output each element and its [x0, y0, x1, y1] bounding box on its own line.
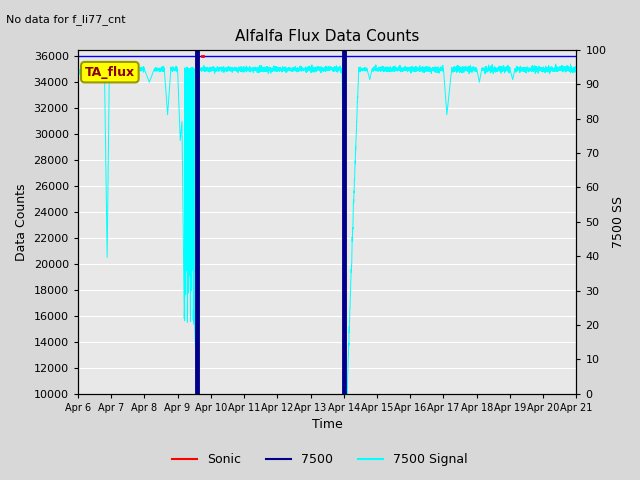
Text: No data for f_li77_cnt: No data for f_li77_cnt — [6, 14, 126, 25]
Text: TA_flux: TA_flux — [84, 66, 135, 79]
Y-axis label: 7500 SS: 7500 SS — [612, 196, 625, 248]
Title: Alfalfa Flux Data Counts: Alfalfa Flux Data Counts — [235, 29, 419, 44]
Legend: Sonic, 7500, 7500 Signal: Sonic, 7500, 7500 Signal — [167, 448, 473, 471]
X-axis label: Time: Time — [312, 419, 342, 432]
Y-axis label: Data Counts: Data Counts — [15, 183, 28, 261]
